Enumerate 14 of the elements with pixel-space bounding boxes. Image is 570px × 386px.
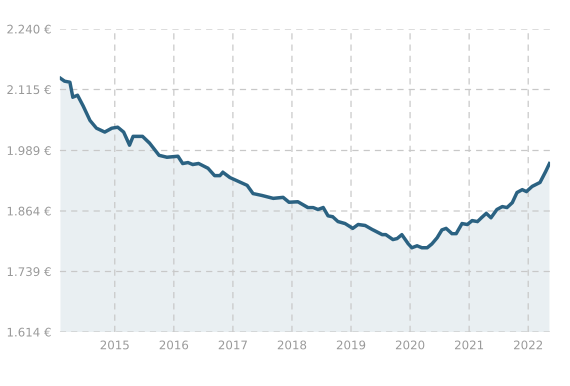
x-tick-label: 2018 [278, 340, 306, 350]
x-tick-label: 2019 [336, 340, 366, 350]
y-tick-label: 2.115 € [7, 85, 51, 94]
y-tick-label: 1.864 € [8, 206, 51, 216]
y-tick-label: 1.739 € [8, 267, 51, 276]
y-tick-label: 1.614 € [8, 328, 51, 337]
x-tick-label: 2017 [218, 340, 247, 350]
x-tick-label: 2016 [160, 340, 188, 350]
x-tick-label: 2021 [454, 340, 484, 350]
y-tick-label: 2.240 € [7, 24, 51, 34]
x-tick-label: 2022 [514, 340, 542, 350]
y-tick-label: 1.989 € [8, 146, 51, 156]
x-tick-label: 2020 [396, 340, 424, 350]
x-tick-label: 2015 [100, 340, 129, 350]
